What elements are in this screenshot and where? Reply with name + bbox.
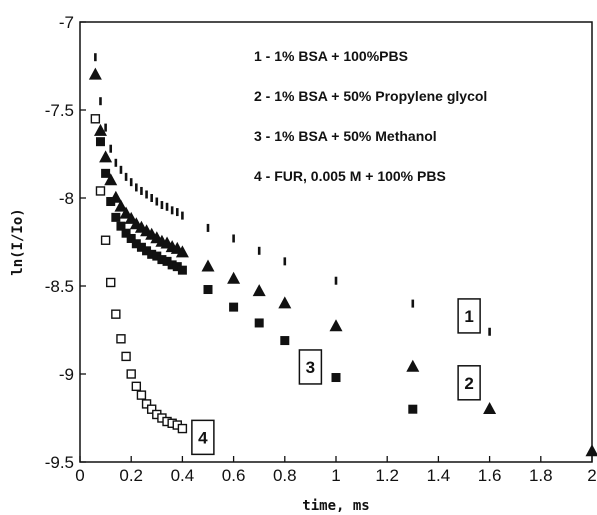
series-2-point [406,359,420,372]
series-4-point [131,381,142,392]
series-2-point [227,271,241,284]
series-4-point [136,390,147,400]
curve-label-1: 1 [457,298,481,334]
legend-entry: 2 - 1% BSA + 50% Propylene glycol [254,88,487,104]
series-4-point [90,114,101,124]
x-tick-label: 0.4 [171,466,195,485]
curve-label-text: 2 [464,374,473,393]
x-tick-label: 1.6 [478,466,502,485]
curve-label-text: 3 [306,358,315,377]
x-tick-label: 1.8 [529,466,553,485]
y-axis-label: ln(I/Io) [10,208,26,275]
series-3-point [147,249,157,259]
curve-label-box [191,419,215,456]
series-3-point [162,256,172,266]
series-2-point [93,123,107,136]
x-tick-label: 1.2 [375,466,399,485]
curve-label-2: 2 [457,365,481,401]
series-2-point [201,259,215,272]
series-4-point [95,186,106,196]
series-3-point [331,373,341,383]
curve-labels: 1 2 3 4 [191,298,481,456]
legend-entry: 3 - 1% BSA + 50% Methanol [254,128,437,144]
legend: 1 - 1% BSA + 100%PBS 2 - 1% BSA + 50% Pro… [254,48,487,184]
series-4-point [116,334,126,344]
curve-label-box [457,298,481,334]
y-tick-label: -9 [59,365,74,384]
curve-label-text: 1 [464,307,473,326]
series-3-point [121,228,131,238]
series-2-point [104,173,118,186]
y-tick-label: -7.5 [45,101,74,120]
curve-label-4: 4 [191,419,215,456]
series-3-point [136,242,146,252]
curve-label-box [298,349,323,385]
x-axis-label: time, ms [302,498,369,514]
series-3-point [177,265,187,275]
series-3-point [111,212,121,222]
series-3-point [142,246,152,256]
y-tick-label: -8 [59,189,74,208]
y-tick-label: -9.5 [45,453,74,472]
x-tick-label: 2 [587,466,596,485]
x-tick-label: 1.4 [427,466,451,485]
x-tick-label: 0.8 [273,466,297,485]
series-3-point [172,262,182,272]
series-2-point [99,150,113,163]
x-tick-label: 1 [331,466,340,485]
series-4-point [106,277,116,288]
series-3-point [116,221,126,231]
series-3-point [254,318,264,328]
y-tick-label: -7 [59,13,74,32]
series-4-point [146,404,157,414]
series-4-point [121,351,131,362]
curve-label-text: 4 [198,428,208,447]
x-tick-label: 0.2 [119,466,143,485]
y-tick-label: -8.5 [45,277,74,296]
x-tick-label: 0.6 [222,466,246,485]
series-3-point [280,336,290,346]
series-4-point [111,309,121,319]
x-tick-label: 0 [75,466,84,485]
series-3-point [157,255,167,265]
curve-label-box [457,365,481,401]
series-3-point [203,285,213,295]
data-points [88,53,597,457]
series-4-point [126,369,136,379]
series-3-point [167,260,177,270]
series-2-point [175,245,189,258]
legend-entry: 4 - FUR, 0.005 M + 100% PBS [254,168,446,184]
series-2-point [278,296,292,309]
ticks: 0 0.2 0.4 0.6 0.8 1 1.2 1.4 1.6 1.8 2 -7 -7.5 -8 -8.5 -… [45,13,597,485]
curve-label-3: 3 [298,349,323,385]
series-3-point [131,239,141,249]
series-3-point [229,302,239,312]
series-3-point [408,404,418,414]
series-3-point [106,197,116,207]
series-2-point [88,67,102,80]
series-3-point [152,251,162,261]
legend-entry: 1 - 1% BSA + 100%PBS [254,48,408,64]
series-2-point [483,402,497,414]
series-4-point [177,423,188,434]
series-3-point [101,168,111,178]
series-3-point [95,137,105,147]
series-2-point [114,199,128,212]
series-4-point [100,235,111,245]
series-2-point [252,284,266,297]
series-2-point [329,319,343,332]
series-3-point [126,233,136,243]
series-4-point [141,399,152,409]
series-2-point [585,444,597,457]
